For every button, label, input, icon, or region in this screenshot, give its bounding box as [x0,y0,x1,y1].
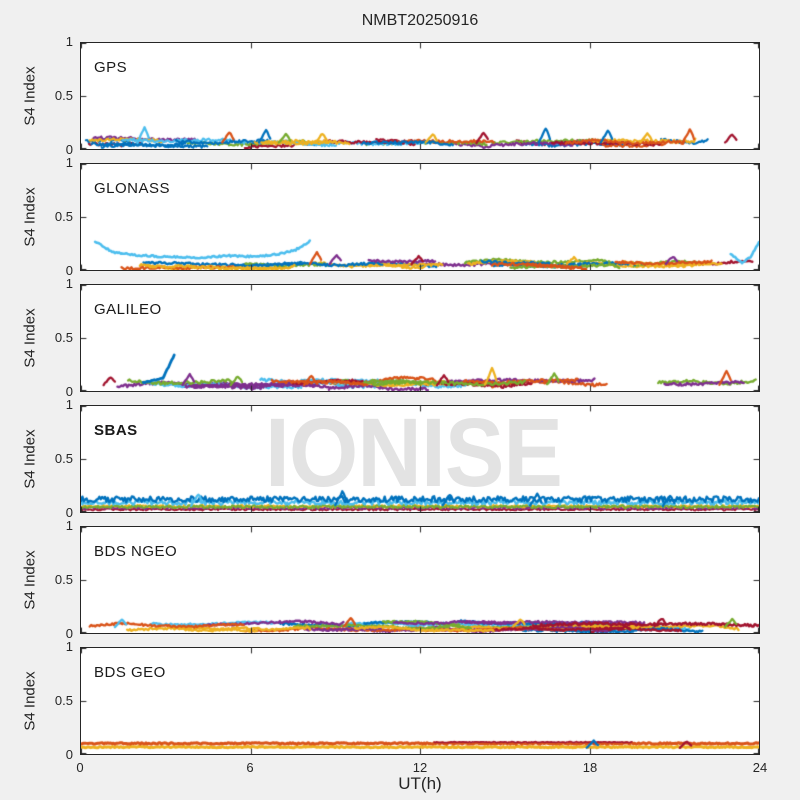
y-tick-label-05: 0.5 [54,693,73,708]
x-tick-label-24: 24 [752,760,768,775]
x-tick-label-12: 12 [412,760,428,775]
bds-ngeo-label: BDS NGEO [94,543,178,560]
plot-area-sbas: IONISE SBAS [80,398,760,513]
y-tick-label-1: 1 [65,518,73,533]
y-tick-label-1: 1 [65,34,73,49]
y-tick-label-0: 0 [65,142,73,157]
gps-label: GPS [94,59,128,76]
x-tick-label-0: 0 [76,760,84,775]
y-tick-label-1: 1 [65,397,73,412]
traces-canvas-sbas [81,406,759,512]
chart-title: NMBT20250916 [361,12,479,29]
y-tick-label-05: 0.5 [54,451,73,466]
subplot-gps: S4 Index 1 0.5 0 GPS [0,35,800,157]
y-tick-label-0: 0 [65,505,73,520]
bds-geo-label: BDS GEO [94,664,166,681]
subplot-bds-ngeo: S4 Index 1 0.5 0 BDS NGEO [0,519,800,641]
plot-area-gps: GPS [80,42,760,150]
y-tick-label-05: 0.5 [54,88,73,103]
plot-area-glonass: GLONASS [80,163,760,271]
glonass-label: GLONASS [94,180,171,197]
y-tick-label-1: 1 [65,276,73,291]
y-tick-label-0: 0 [65,263,73,278]
y-tick-label-0: 0 [65,626,73,641]
traces-canvas-bds-ngeo [81,527,759,633]
x-axis-label: UT(h) [398,774,442,793]
y-tick-label-05: 0.5 [54,209,73,224]
plot-area-bds-geo: BDS GEO [80,647,760,755]
subplot-sbas: S4 Index 1 0.5 0 IONISE SBAS [0,398,800,520]
x-tick-label-6: 6 [246,760,254,775]
y-tick-label-05: 0.5 [54,572,73,587]
galileo-label: GALILEO [94,301,162,318]
traces-canvas-bds-geo [81,648,759,754]
y-tick-label-0: 0 [65,747,73,762]
traces-canvas-galileo [81,285,759,391]
y-tick-label-1: 1 [65,155,73,170]
sbas-label: SBAS [94,422,138,439]
subplot-glonass: S4 Index 1 0.5 0 GLONASS [0,156,800,278]
traces-canvas-gps [81,43,759,149]
traces-canvas-glonass [81,164,759,270]
y-tick-label-1: 1 [65,639,73,654]
subplot-bds-geo: S4 Index 1 0.5 0 BDS GEO [0,640,800,762]
y-tick-label-0: 0 [65,384,73,399]
subplot-galileo: S4 Index 1 0.5 0 GALILEO [0,277,800,399]
plot-area-galileo: GALILEO [80,284,760,392]
plot-area-bds-ngeo: BDS NGEO [80,526,760,634]
y-tick-label-05: 0.5 [54,330,73,345]
x-tick-label-18: 18 [582,760,598,775]
